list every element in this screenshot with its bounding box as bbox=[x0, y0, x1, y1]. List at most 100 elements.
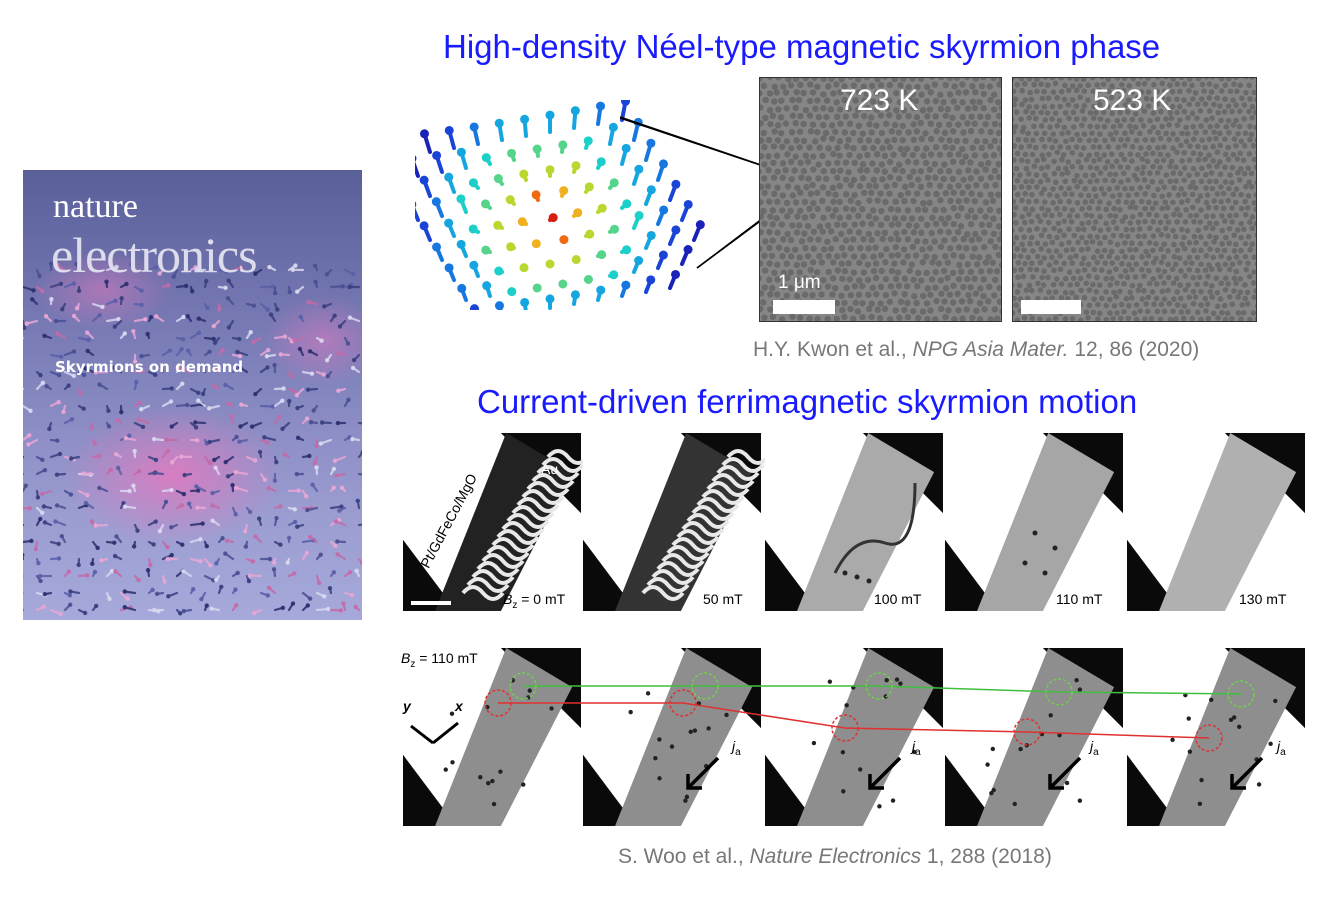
skyrmion-dot bbox=[1096, 156, 1103, 163]
domain-stripe bbox=[641, 585, 685, 601]
skyrmion-dot bbox=[1218, 198, 1224, 205]
spin-arrow-head bbox=[621, 143, 631, 153]
skyrmion-dot bbox=[1045, 274, 1051, 281]
skyrmion-dot bbox=[968, 190, 975, 197]
cover-spin-head bbox=[93, 603, 99, 609]
skyrmion-dot bbox=[1177, 282, 1183, 288]
skyrmion-dot bbox=[789, 222, 796, 229]
skyrmion-dot bbox=[1046, 219, 1052, 226]
spin-arrow-head bbox=[419, 221, 429, 231]
skyrmion-dot bbox=[1042, 117, 1049, 123]
cover-spin-head bbox=[55, 331, 60, 336]
skyrmion-dot bbox=[1090, 88, 1097, 95]
skyrmion-dot bbox=[881, 305, 889, 313]
skyrmion-dot bbox=[1166, 136, 1173, 143]
skyrmion-dot bbox=[789, 112, 797, 119]
cover-spin-head bbox=[66, 383, 71, 388]
skyrmion-dot bbox=[1202, 129, 1209, 135]
skyrmion-dot bbox=[1218, 280, 1225, 287]
skyrmion-dot bbox=[1081, 226, 1087, 233]
skyrmion-dot bbox=[1247, 246, 1253, 253]
cover-spin-head bbox=[108, 467, 113, 473]
skyrmion-dot bbox=[935, 260, 943, 267]
skyrmion-dot bbox=[792, 199, 800, 206]
skyrmion-dot bbox=[1037, 259, 1044, 266]
skyrmion-dot bbox=[1023, 165, 1030, 172]
cover-spin-head bbox=[262, 477, 268, 483]
skyrmion-dot bbox=[1165, 233, 1171, 239]
skyrmion-dot bbox=[1201, 88, 1207, 94]
skyrmion-dot bbox=[991, 137, 998, 145]
skyrmion-dot bbox=[825, 253, 832, 260]
skyrmion-dot bbox=[1214, 191, 1221, 197]
skyrmion-dot bbox=[1112, 213, 1119, 219]
skyrmion-dot bbox=[1155, 186, 1161, 193]
skyrmion-dot bbox=[864, 261, 872, 268]
skyrmion-dot bbox=[1146, 268, 1152, 274]
cover-spin-head bbox=[37, 573, 43, 579]
skyrmion-dot bbox=[1037, 218, 1044, 224]
skyrmion-dot bbox=[1218, 78, 1225, 82]
skyrmion-dot bbox=[1025, 171, 1032, 177]
skyrmion-dot bbox=[1238, 205, 1245, 212]
cover-spin-arrow bbox=[357, 421, 362, 425]
skyrmion-dot bbox=[942, 252, 949, 260]
skyrmion-dot bbox=[1073, 87, 1080, 94]
current-sub-3: a bbox=[1093, 746, 1099, 758]
skyrmion-dot bbox=[1089, 239, 1096, 245]
skyrmion-dot bbox=[1210, 158, 1217, 164]
spin-arrow-head bbox=[646, 275, 656, 285]
skyrmion-dot bbox=[1026, 104, 1032, 110]
skyrmion-dot bbox=[1174, 96, 1180, 103]
track-circle-green bbox=[865, 672, 893, 700]
skyrmion-dot bbox=[1194, 254, 1201, 261]
skyrmion-dot bbox=[919, 246, 926, 253]
cover-spin-head bbox=[140, 424, 146, 430]
skyrmion-dot bbox=[1178, 226, 1185, 233]
skyrmion-dot bbox=[1173, 164, 1179, 170]
skyrmion-dot bbox=[1139, 156, 1146, 162]
skyrmion-dot bbox=[856, 259, 863, 267]
skyrmion-dot bbox=[1046, 289, 1052, 295]
skyrmion-dot bbox=[923, 269, 930, 277]
skyrmion-dot bbox=[884, 138, 891, 145]
skyrmion-dot bbox=[1069, 83, 1076, 89]
skyrmion-dot bbox=[796, 128, 804, 135]
skyrmion-dot bbox=[854, 78, 862, 83]
skyrmion-dot bbox=[1165, 248, 1171, 254]
skyrmion-dot bbox=[1121, 87, 1127, 94]
skyrmion-dot bbox=[982, 213, 989, 220]
skyrmion-dot bbox=[1039, 205, 1045, 212]
skyrmion-dot bbox=[1247, 123, 1253, 130]
skyrmion-dot bbox=[899, 136, 906, 144]
skyrmion-dot bbox=[1016, 282, 1023, 289]
skyrmion-dot bbox=[1170, 199, 1176, 206]
skyrmion-dot bbox=[1095, 301, 1101, 308]
spin-arrow-head bbox=[432, 242, 442, 252]
skyrmion-dot bbox=[1170, 308, 1176, 315]
skyrmion-dot bbox=[1013, 219, 1019, 226]
skyrmion-dot bbox=[779, 143, 786, 150]
cover-spin-head bbox=[165, 556, 170, 562]
spin-arrow-head bbox=[415, 201, 417, 208]
skyrmion-dot bbox=[897, 191, 904, 199]
skyrmion-dot bbox=[1235, 130, 1241, 137]
skyrmion-dot bbox=[800, 120, 807, 128]
field-label-0: Bz = 0 mT bbox=[503, 591, 565, 611]
cover-spin-head bbox=[104, 279, 109, 284]
skyrmion-dot bbox=[1094, 177, 1100, 184]
skyrmion-dot bbox=[1057, 198, 1064, 205]
skyrmion bbox=[912, 749, 917, 755]
skyrmion-dot bbox=[1171, 241, 1177, 248]
skyrmion-dot bbox=[1223, 234, 1229, 241]
skyrmion-dot bbox=[1067, 254, 1074, 261]
skyrmion-dot bbox=[1080, 145, 1087, 151]
skyrmion-dot bbox=[1141, 177, 1148, 183]
cover-spin-head bbox=[206, 406, 212, 411]
skyrmion bbox=[706, 726, 711, 731]
cover-spin-head bbox=[100, 304, 105, 310]
skyrmion-dot bbox=[1206, 233, 1213, 240]
skyrmion-dot bbox=[842, 113, 849, 120]
skyrmion-dot bbox=[1253, 206, 1256, 212]
skyrmion-dot bbox=[851, 159, 858, 167]
